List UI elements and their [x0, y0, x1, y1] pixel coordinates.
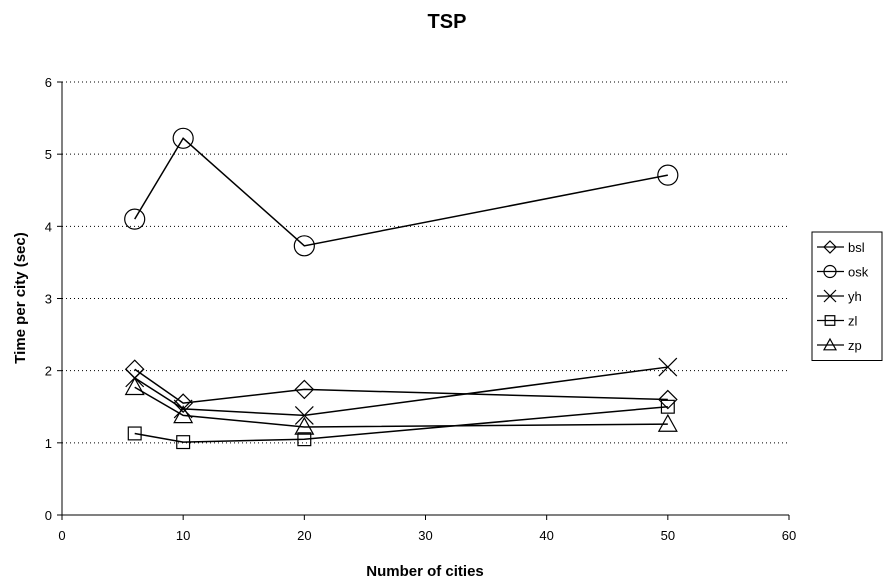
point-osk-2	[293, 235, 315, 257]
legend-item-yh: yh	[817, 289, 862, 304]
legend-marker-yh	[823, 289, 837, 303]
series-line-osk	[134, 137, 668, 247]
series-group	[124, 127, 679, 450]
legend-marker-zl	[824, 315, 836, 326]
x-axis-label: Number of cities	[366, 563, 484, 580]
y-axis-label: Time per city (sec)	[12, 232, 29, 363]
point-yh-2	[294, 405, 314, 425]
point-yh-1	[173, 399, 193, 419]
x-tick-label-0: 0	[58, 528, 65, 543]
x-tick-label-3: 30	[418, 528, 432, 543]
series-line-zp	[134, 386, 668, 428]
y-tick-label-6: 6	[45, 75, 52, 90]
series-osk	[124, 127, 679, 257]
legend-label-zl: zl	[848, 314, 858, 329]
series-zp	[124, 377, 678, 435]
y-tick-label-4: 4	[45, 219, 52, 234]
x-tick-label-1: 10	[176, 528, 190, 543]
legend-item-zl: zl	[817, 314, 858, 329]
x-tick-label-4: 40	[539, 528, 553, 543]
point-zp-0	[124, 377, 145, 396]
legend-label-yh: yh	[848, 289, 862, 304]
legend: bsl osk yh zl zp	[811, 231, 883, 361]
y-tick-label-3: 3	[45, 292, 52, 307]
x-tick-label-2: 20	[297, 528, 311, 543]
point-zl-2	[297, 432, 312, 447]
chart-title: TSP	[428, 11, 467, 33]
legend-label-osk: osk	[848, 265, 869, 280]
point-zp-1	[173, 405, 194, 424]
point-zl-3	[660, 399, 675, 414]
legend-label-bsl: bsl	[848, 240, 865, 255]
series-line-bsl	[134, 368, 668, 404]
point-osk-3	[657, 164, 679, 186]
grid-lines	[62, 81, 789, 444]
point-osk-0	[124, 208, 146, 230]
point-osk-1	[172, 127, 194, 149]
series-bsl	[124, 359, 678, 413]
legend-item-zp: zp	[817, 337, 862, 353]
point-bsl-2	[294, 379, 315, 400]
y-tick-label-5: 5	[45, 147, 52, 162]
legend-label-zp: zp	[848, 338, 862, 353]
axes	[57, 81, 790, 520]
series-zl	[127, 399, 675, 450]
legend-marker-osk	[823, 264, 837, 279]
legend-item-osk: osk	[817, 265, 869, 280]
point-zp-3	[657, 413, 678, 432]
series-line-zl	[134, 406, 668, 443]
x-tick-label-5: 50	[661, 528, 675, 543]
point-zp-2	[294, 416, 315, 435]
y-tick-label-1: 1	[45, 436, 52, 451]
point-yh-3	[658, 357, 678, 377]
y-tick-label-0: 0	[45, 508, 52, 523]
legend-item-bsl: bsl	[817, 240, 865, 255]
y-tick-label-2: 2	[45, 364, 52, 379]
point-bsl-1	[173, 393, 194, 413]
legend-marker-bsl	[823, 240, 837, 254]
point-bsl-3	[657, 389, 678, 410]
point-zl-1	[176, 435, 191, 450]
series-line-yh	[134, 366, 668, 417]
legend-marker-zp	[822, 337, 838, 351]
series-yh	[125, 357, 678, 425]
x-tick-label-6: 60	[782, 528, 796, 543]
point-zl-0	[127, 426, 142, 441]
